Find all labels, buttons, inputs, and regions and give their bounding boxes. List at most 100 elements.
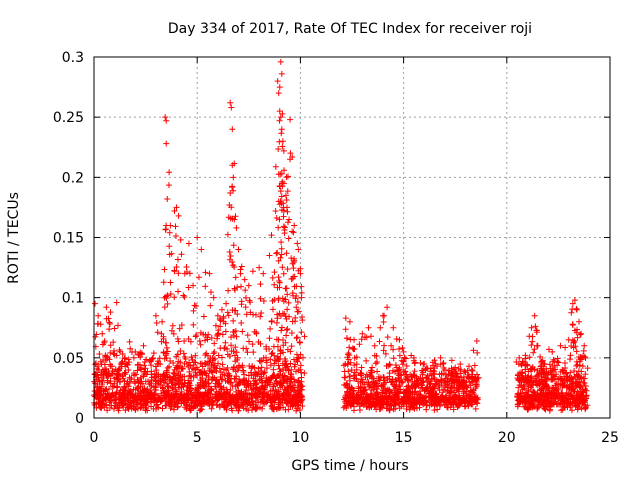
data-point: [280, 223, 287, 230]
data-point: [183, 402, 190, 409]
data-point: [528, 324, 535, 331]
data-point: [198, 368, 205, 375]
data-point: [226, 391, 233, 398]
data-point: [174, 372, 181, 379]
data-point: [457, 394, 464, 401]
data-point: [275, 90, 282, 97]
data-point: [217, 374, 224, 381]
data-point: [517, 390, 524, 397]
data-point: [160, 349, 167, 356]
data-point: [358, 391, 365, 398]
data-point: [233, 393, 240, 400]
data-point: [280, 213, 287, 220]
data-point: [439, 360, 446, 367]
data-point: [106, 320, 113, 327]
data-point: [537, 353, 544, 360]
data-point: [470, 347, 477, 354]
data-point: [357, 380, 364, 387]
data-point: [283, 174, 290, 181]
data-point: [271, 269, 278, 276]
data-point: [280, 180, 287, 187]
data-point: [213, 368, 220, 375]
data-point: [225, 214, 232, 221]
data-point: [373, 388, 380, 395]
data-point: [186, 270, 193, 277]
data-point: [526, 379, 533, 386]
data-point: [552, 376, 559, 383]
data-point: [301, 333, 308, 340]
data-point: [406, 395, 413, 402]
data-point: [468, 401, 475, 408]
data-point: [568, 407, 575, 414]
data-point: [260, 270, 267, 277]
data-point: [423, 385, 430, 392]
data-point: [185, 363, 192, 370]
data-point: [432, 393, 439, 400]
data-point: [113, 390, 120, 397]
data-point: [441, 396, 448, 403]
data-point: [344, 381, 351, 388]
data-point: [557, 400, 564, 407]
data-point: [167, 222, 174, 229]
data-point: [100, 356, 107, 363]
data-point: [546, 389, 553, 396]
data-point: [297, 362, 304, 369]
data-point: [577, 331, 584, 338]
data-point: [340, 404, 347, 411]
data-point: [582, 382, 589, 389]
data-point: [202, 269, 209, 276]
data-point: [217, 323, 224, 330]
data-point: [261, 386, 268, 393]
data-point: [384, 386, 391, 393]
data-point: [172, 223, 179, 230]
data-point: [439, 389, 446, 396]
data-point: [252, 311, 259, 318]
data-point: [185, 396, 192, 403]
y-tick-label: 0.05: [53, 351, 84, 367]
data-point: [431, 368, 438, 375]
data-point: [162, 114, 169, 121]
data-point: [473, 399, 480, 406]
data-point: [254, 387, 261, 394]
data-point: [277, 188, 284, 195]
data-point: [282, 358, 289, 365]
data-point: [274, 78, 281, 85]
data-point: [550, 400, 557, 407]
data-point: [142, 388, 149, 395]
data-point: [221, 345, 228, 352]
data-point: [468, 366, 475, 373]
data-point: [280, 207, 287, 214]
data-point: [513, 359, 520, 365]
data-point: [128, 375, 135, 382]
data-point: [231, 332, 238, 339]
data-point: [277, 347, 284, 354]
data-point: [211, 374, 218, 381]
data-point: [200, 313, 207, 320]
data-point: [171, 267, 178, 274]
data-point: [122, 369, 129, 376]
data-point: [559, 368, 566, 375]
data-point: [107, 309, 114, 316]
data-point: [358, 336, 365, 343]
data-point: [563, 369, 570, 376]
data-point: [205, 390, 212, 397]
data-point: [104, 379, 111, 386]
data-point: [141, 362, 148, 369]
data-point: [149, 355, 156, 362]
data-point: [290, 265, 297, 272]
data-point: [382, 350, 389, 357]
data-point: [375, 398, 382, 405]
data-point: [252, 371, 259, 378]
data-point: [206, 401, 213, 408]
data-point: [164, 195, 171, 202]
data-point: [166, 243, 173, 250]
data-point: [461, 385, 468, 392]
data-point: [187, 387, 194, 394]
data-point: [343, 335, 350, 342]
data-point: [237, 283, 244, 290]
data-point: [284, 291, 291, 298]
data-point: [261, 369, 268, 376]
data-point: [472, 405, 479, 412]
x-tick-label: 20: [498, 430, 516, 446]
data-point: [281, 378, 288, 385]
